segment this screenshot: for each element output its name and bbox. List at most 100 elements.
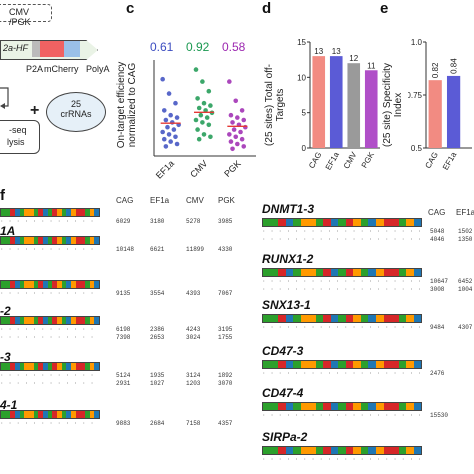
d-ytick-5: 5 [302,109,307,118]
nucleotide-cell [263,315,271,322]
seq-line-1: -seq [9,125,27,135]
c-point-PGK-3 [228,112,234,118]
nucleotide-cell [71,281,76,288]
e-tick-CAG: CAG [423,151,439,171]
mean-label-cmv: 0.92 [186,40,210,54]
nucleotide-cell [5,317,11,324]
nucleotide-cell [1,363,6,370]
d-value-EF1a: 13 [332,47,341,56]
d-value-CMV: 12 [349,54,358,63]
nucleotide-cell [353,315,361,322]
nucleotide-cell [330,361,339,368]
nucleotide-cell [52,411,58,418]
nucleotide-cell [38,317,44,324]
c-point-PGK-9 [231,127,237,132]
panel-c-letter: c [126,0,135,17]
nucleotide-cell [323,269,331,276]
read-count-value: 2653 [150,334,165,341]
target-sequence-bar [0,280,100,289]
nucleotide-cell [5,411,11,418]
c-point-CMV-4 [201,100,207,106]
read-count-value: 4330 [218,246,233,253]
read-count-value: 9883 [116,420,131,427]
read-count-value: 4393 [186,290,201,297]
e-bar-EF1a [446,75,461,148]
nucleotide-cell [263,447,271,454]
nucleotide-cell [24,237,30,244]
nucleotide-cell [19,363,25,370]
nucleotide-cell [57,317,62,324]
nucleotide-cell [293,403,301,410]
nucleotide-cell [29,411,34,418]
d-ytick-15: 15 [297,38,306,47]
crrnas-count: 25 [70,99,81,109]
nucleotide-cell [52,237,58,244]
alignment-dots: · · · · · · · · · · · · · · · · · · · · … [262,456,420,463]
d-bar-CMV [347,63,361,149]
col-header-ef1a: EF1a [150,196,170,205]
gene-label: SIRPa-2 [262,430,308,444]
promoter-box: CMV /PGK [0,4,52,27]
nucleotide-cell [293,315,301,322]
nucleotide-cell [315,219,324,226]
panel-d-ylabel-wrap: (25 sites) Total off-Targets [262,30,292,180]
panel-c-means: 0.61 0.92 0.58 [148,40,258,56]
nucleotide-cell [75,281,81,288]
nucleotide-cell [345,219,354,226]
c-point-CMV-11 [193,117,199,123]
nucleotide-cell [406,447,414,454]
nucleotide-cell [1,411,6,418]
target-sequence-bar [262,402,422,411]
nucleotide-cell [315,447,324,454]
nucleotide-cell [278,447,286,454]
c-point-PGK-17 [230,146,235,152]
target-sequence-bar [262,314,422,323]
nucleotide-cell [33,363,39,370]
nucleotide-cell [360,269,369,276]
nucleotide-cell [270,361,279,368]
read-count-value: 7398 [116,334,131,341]
nucleotide-cell [345,447,354,454]
read-count-value: 3124 [186,372,201,379]
nucleotide-cell [398,269,407,276]
nucleotide-cell [345,361,354,368]
gene-label: RUNX1-2 [262,252,314,266]
nucleotide-cell [5,237,11,244]
target-sequence-bar [0,208,100,217]
alignment-dots: · · · · · · · · · · · · · · · · · · · · … [0,326,98,333]
nucleotide-cell [383,315,392,322]
label-p2a: P2A [26,64,44,74]
c-point-PGK-13 [239,136,245,142]
c-point-EF1a-7 [169,120,175,125]
read-count-value: 4357 [218,420,233,427]
nucleotide-cell [38,281,44,288]
c-point-CMV-14 [195,127,200,132]
col-header-cag-right: CAG [428,208,446,217]
panel-c-ylabel-wrap: On-target efficiency normalized to CAG [112,30,142,180]
nucleotide-cell [413,269,422,276]
nucleotide-cell [10,317,16,324]
gene-label: 4-1 [0,398,18,412]
nucleotide-cell [263,403,271,410]
nucleotide-cell [71,411,76,418]
c-point-PGK-14 [228,139,234,144]
c-point-EF1a-17 [163,144,169,149]
alignment-dots: · · · · · · · · · · · · · · · · · · · · … [0,246,98,253]
nucleotide-cell [52,209,58,216]
read-count-value: 1203 [186,380,201,387]
nucleotide-cell [285,269,294,276]
c-point-EF1a-13 [173,134,178,140]
nucleotide-cell [66,209,72,216]
nucleotide-cell [15,209,20,216]
read-count-value: 6198 [116,326,131,333]
nucleotide-cell [368,269,376,276]
c-point-PGK-15 [235,141,240,147]
gene-label: SNX13-1 [262,298,311,312]
target-sequence-bar [262,218,422,227]
d-ytick-0: 0 [302,144,307,153]
nucleotide-cell [278,219,286,226]
nucleotide-cell [85,363,90,370]
nucleotide-cell [85,411,90,418]
nucleotide-cell [33,209,39,216]
panel-e-bar-chart: 0.5 0.75 1.0 0.82 CAG 0.84 EF1a [408,38,472,172]
